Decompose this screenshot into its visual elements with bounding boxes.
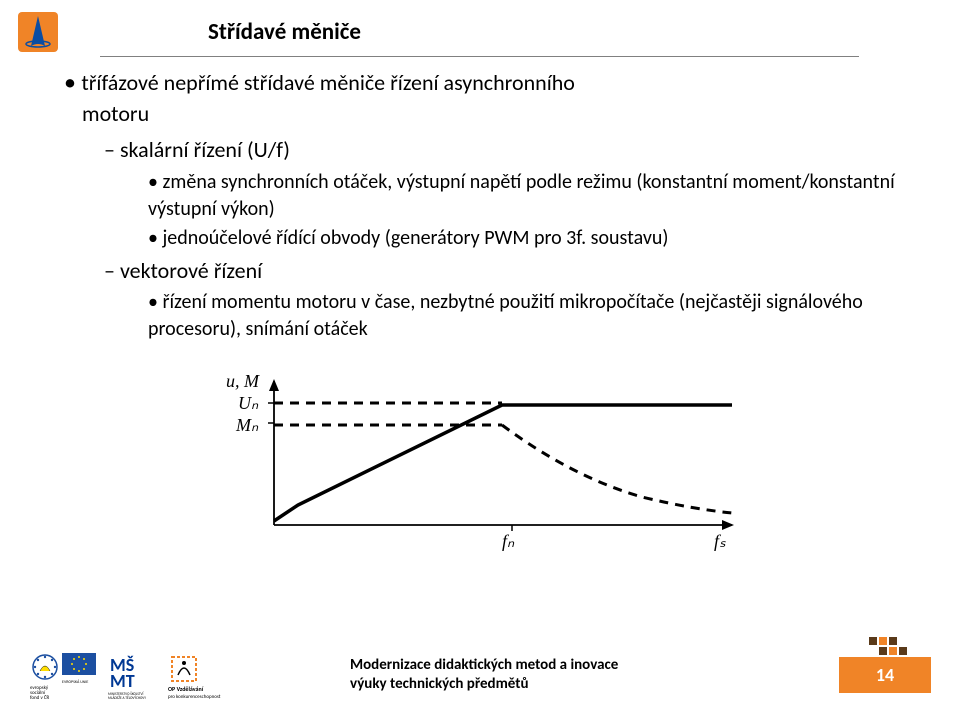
y-label-un: Uₙ (238, 393, 259, 413)
esf-logo-icon: evropský sociální fond v ČR EVROPSKÁ UNI… (28, 651, 98, 699)
footer: evropský sociální fond v ČR EVROPSKÁ UNI… (0, 639, 959, 717)
svg-text:MLÁDEŽE A TĚLOVÝCHOVY: MLÁDEŽE A TĚLOVÝCHOVY (108, 695, 146, 699)
uf-chart: u, M Uₙ Mₙ fₙ fₛ (202, 357, 758, 553)
footer-text-line2: výuky technických předmětů (350, 675, 529, 693)
sub-skalarni: skalární řízení (U/f) změna synchronních… (104, 135, 895, 252)
sub2-jednoucelove: jednoúčelové řídící obvody (generátory P… (148, 225, 895, 252)
sub-skalarni-text: skalární řízení (U/f) (120, 136, 290, 163)
opvk-logo-icon: OP Vzdělávání pro konkurenceschopnost (166, 651, 240, 699)
content-area: třífázové nepřímé střídavé měniče řízení… (0, 67, 959, 553)
svg-text:MT: MT (110, 670, 135, 692)
msmt-logo-icon: MŠ MT MINISTERSTVO ŠKOLSTVÍ MLÁDEŽE A TĚ… (108, 651, 156, 699)
y-label-um: u, M (226, 371, 260, 391)
header-row: Střídavé měniče (0, 0, 959, 52)
svg-text:EVROPSKÁ UNIE: EVROPSKÁ UNIE (62, 679, 88, 685)
bullet-main: třífázové nepřímé střídavé měniče řízení… (64, 67, 895, 343)
dashed-m-decay (502, 425, 732, 513)
page-title: Střídavé měniče (208, 18, 361, 46)
logo-icon (18, 12, 58, 52)
sub2-zmena: změna synchronních otáček, výstupní napě… (148, 169, 895, 223)
x-label-fs: fₛ (714, 531, 726, 551)
footer-text-line1: Modernizace didaktických metod a inovace (350, 656, 618, 674)
svg-text:pro konkurenceschopnost: pro konkurenceschopnost (168, 694, 221, 699)
sub-vektorove-text: vektorové řízení (120, 257, 262, 284)
y-label-mn: Mₙ (235, 415, 259, 435)
svg-text:OP Vzdělávání: OP Vzdělávání (168, 685, 204, 693)
x-axis-arrow-icon (722, 520, 734, 530)
footer-logos: evropský sociální fond v ČR EVROPSKÁ UNI… (28, 651, 240, 699)
sub-vektorove: vektorové řízení řízení momentu motoru v… (104, 256, 895, 344)
x-label-fn: fₙ (502, 531, 515, 551)
bullet-main-text: třífázové nepřímé střídavé měniče řízení… (64, 69, 575, 127)
footer-text: Modernizace didaktických metod a inovace… (350, 656, 618, 694)
sub2-rizeni: řízení momentu motoru v čase, nezbytné p… (148, 289, 895, 343)
corner-dots-icon (869, 637, 909, 669)
svg-text:fond v ČR: fond v ČR (30, 694, 49, 699)
chart-container: u, M Uₙ Mₙ fₙ fₛ (64, 357, 895, 553)
y-axis-arrow-icon (269, 379, 279, 391)
title-divider (100, 56, 859, 57)
solid-curve-u (274, 405, 732, 521)
